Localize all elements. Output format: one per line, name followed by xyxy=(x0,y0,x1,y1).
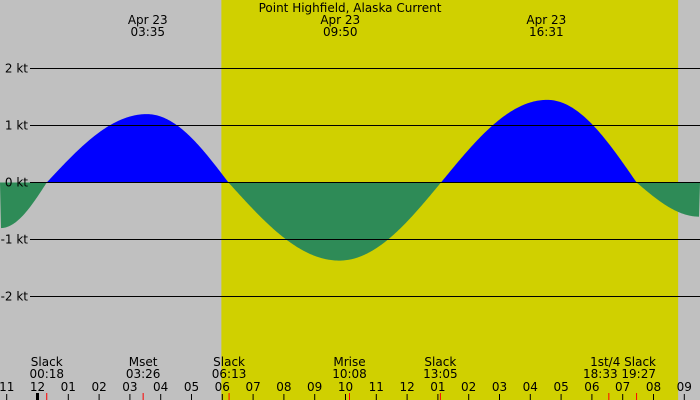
chart-title: Point Highfield, Alaska Current xyxy=(259,1,442,15)
x-tick-label: 02 xyxy=(461,380,476,394)
event-name: 1st/4 Slack xyxy=(590,355,656,369)
event-name: Mset xyxy=(129,355,158,369)
x-tick-label: 12 xyxy=(30,380,45,394)
event-time: 18:33 19:27 xyxy=(583,367,656,381)
midnight-marker xyxy=(36,393,39,400)
x-tick-label: 04 xyxy=(153,380,168,394)
x-tick-label: 01 xyxy=(430,380,445,394)
x-tick-label: 07 xyxy=(615,380,630,394)
x-tick-label: 09 xyxy=(307,380,322,394)
peak-date: Apr 23 xyxy=(128,13,168,27)
event-time: 10:08 xyxy=(332,367,367,381)
x-tick-label: 07 xyxy=(245,380,260,394)
ebb-area xyxy=(0,182,700,261)
x-tick-label: 09 xyxy=(677,380,692,394)
x-tick-label: 03 xyxy=(492,380,507,394)
x-tick-label: 12 xyxy=(399,380,414,394)
y-tick-label: -1 kt xyxy=(1,233,29,247)
y-tick-label: 2 kt xyxy=(5,62,28,76)
event-name: Slack xyxy=(31,355,63,369)
peak-time: 16:31 xyxy=(529,25,564,39)
x-tick-label: 08 xyxy=(646,380,661,394)
y-tick-label: 0 kt xyxy=(5,176,28,190)
x-tick-label: 05 xyxy=(553,380,568,394)
event-name: Slack xyxy=(424,355,456,369)
event-time: 06:13 xyxy=(212,367,247,381)
y-tick-label: -2 kt xyxy=(1,290,29,304)
event-name: Mrise xyxy=(333,355,365,369)
current-area xyxy=(0,99,700,261)
flood-area xyxy=(0,99,700,183)
event-name: Slack xyxy=(213,355,245,369)
time-axis: 11 12 01 02 03 04 05 06 07 08 09 10 11 12 01 02 03 04 05 06… xyxy=(0,355,692,400)
x-tick-label: 03 xyxy=(122,380,137,394)
event-time: 00:18 xyxy=(29,367,64,381)
x-tick-label: 06 xyxy=(584,380,599,394)
peak-date: Apr 23 xyxy=(320,13,360,27)
y-gridlines: 2 kt 1 kt 0 kt -1 kt -2 kt xyxy=(1,62,700,304)
peak-date: Apr 23 xyxy=(526,13,566,27)
event-time: 03:26 xyxy=(126,367,161,381)
peak-time: 09:50 xyxy=(323,25,358,39)
x-tick-label: 05 xyxy=(184,380,199,394)
event-time: 13:05 xyxy=(423,367,458,381)
x-tick-label: 02 xyxy=(91,380,106,394)
x-tick-label: 11 xyxy=(369,380,384,394)
x-tick-label: 06 xyxy=(215,380,230,394)
x-tick-label: 10 xyxy=(338,380,353,394)
x-tick-label: 01 xyxy=(61,380,76,394)
peak-time: 03:35 xyxy=(130,25,165,39)
y-tick-label: 1 kt xyxy=(5,119,28,133)
x-tick-label: 11 xyxy=(0,380,14,394)
x-tick-label: 08 xyxy=(276,380,291,394)
x-tick-label: 04 xyxy=(523,380,538,394)
peak-labels: Point Highfield, Alaska Current Apr 2303… xyxy=(128,1,566,39)
